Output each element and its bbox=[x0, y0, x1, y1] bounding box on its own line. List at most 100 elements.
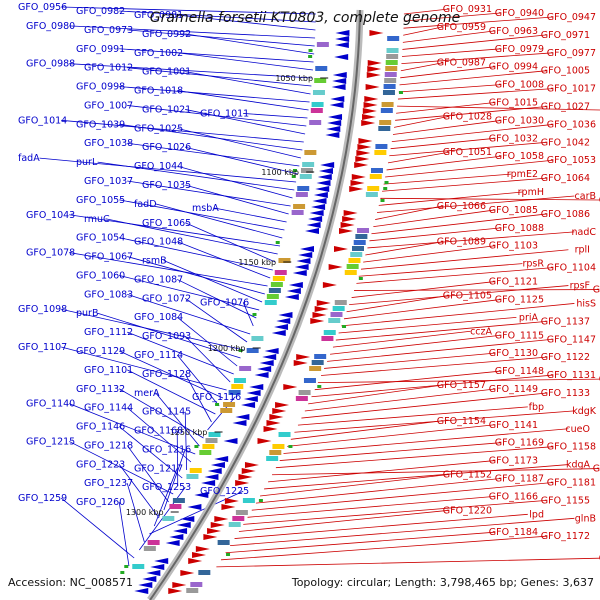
label-leader bbox=[242, 302, 254, 327]
gene-label-left: GFO_1129 bbox=[76, 346, 125, 357]
reverse-gene bbox=[241, 402, 256, 408]
forward-gene bbox=[357, 144, 372, 150]
gene-label-left: GFO_1067 bbox=[84, 252, 133, 263]
gene-label-left: GFO_1098 bbox=[18, 304, 67, 315]
label-leader bbox=[153, 468, 178, 527]
forward-gene bbox=[235, 480, 250, 486]
label-leader bbox=[275, 446, 553, 469]
cog-block bbox=[172, 498, 185, 503]
gene-labels: GFO_0956 GFO_0982 GFO_0981 GFO_0980 GFO_0973… bbox=[18, 2, 600, 564]
cog-block bbox=[239, 366, 252, 371]
label-leader bbox=[304, 388, 495, 412]
rna-mark bbox=[398, 91, 403, 94]
gene-label-left: GFO_1021 bbox=[142, 104, 191, 115]
label-leader bbox=[119, 10, 316, 23]
label-leader bbox=[185, 146, 298, 175]
cog-block bbox=[147, 540, 160, 545]
gene-label-left: fadD bbox=[134, 199, 157, 210]
gene-label-left: GFO_1084 bbox=[134, 312, 183, 323]
cog-block bbox=[132, 564, 145, 569]
label-leader bbox=[61, 6, 316, 15]
cog-block bbox=[223, 402, 236, 407]
gene-label-left: GFO_1054 bbox=[76, 233, 125, 244]
cog-block bbox=[369, 174, 382, 179]
cog-block bbox=[228, 390, 241, 395]
gene-label-right: GFO_1051 bbox=[443, 147, 492, 158]
gene-label-right: GFO_1150 bbox=[593, 464, 600, 475]
cog-block bbox=[274, 270, 287, 275]
reverse-gene bbox=[169, 534, 184, 540]
forward-gene bbox=[362, 108, 377, 114]
label-leader bbox=[255, 478, 501, 504]
cog-block bbox=[295, 192, 308, 197]
forward-gene bbox=[293, 360, 308, 366]
reverse-gene bbox=[276, 318, 291, 324]
gene-label-right: GFO_1005 bbox=[541, 66, 590, 77]
label-leader bbox=[119, 237, 273, 271]
kbp-tick-label: 1300 kbp bbox=[126, 508, 164, 517]
backbone-arc-shadow bbox=[147, 9, 364, 600]
forward-gene bbox=[369, 30, 384, 36]
gene-label-left: GFO_1237 bbox=[84, 478, 133, 489]
gene-label-left: GFO_0992 bbox=[142, 29, 191, 40]
rna-mark bbox=[194, 445, 199, 448]
label-leader bbox=[387, 151, 449, 164]
gene-label-right: GFO_1027 bbox=[541, 102, 590, 113]
reverse-gene bbox=[176, 522, 191, 528]
label-leader bbox=[243, 113, 308, 119]
gene-label-left: GFO_1076 bbox=[200, 297, 249, 308]
cog-block bbox=[350, 252, 363, 257]
label-leader bbox=[346, 295, 449, 313]
gene-label-left: GFO_1107 bbox=[18, 342, 67, 353]
cog-block bbox=[315, 66, 328, 71]
gene-label-right: GFO_1159 bbox=[599, 553, 600, 564]
label-leader bbox=[216, 557, 600, 568]
gene-label-right: cczA bbox=[470, 326, 492, 337]
gene-label-left: GFO_0956 bbox=[18, 2, 67, 13]
reverse-gene bbox=[257, 366, 272, 372]
cog-block bbox=[357, 228, 370, 233]
cog-block bbox=[385, 66, 398, 71]
label-leader bbox=[185, 184, 289, 215]
rna-mark bbox=[288, 445, 293, 448]
forward-gene bbox=[241, 468, 256, 474]
label-leader bbox=[311, 374, 553, 398]
cog-block bbox=[205, 438, 218, 443]
cog-block bbox=[298, 390, 311, 395]
label-leader bbox=[386, 155, 501, 171]
cog-block bbox=[367, 186, 380, 191]
gene-label-right: GFO_1137 bbox=[541, 316, 590, 327]
forward-gene bbox=[365, 84, 380, 90]
label-leader bbox=[369, 227, 501, 242]
label-leader bbox=[127, 67, 312, 87]
cog-block bbox=[310, 108, 323, 113]
label-leader bbox=[349, 285, 569, 306]
label-leader bbox=[351, 281, 495, 298]
gene-label-right: GFO_1131 bbox=[547, 370, 596, 381]
gene-label-left: GFO_1035 bbox=[142, 180, 191, 191]
reverse-gene bbox=[306, 222, 321, 228]
reverse-gene bbox=[330, 96, 345, 102]
rna-mark bbox=[124, 565, 129, 568]
forward-gene bbox=[358, 138, 373, 144]
gene-label-left: GFO_1144 bbox=[84, 403, 133, 414]
gene-label-right: GFO_1157 bbox=[437, 380, 486, 391]
gene-label-left: GFO_1168 bbox=[134, 426, 183, 437]
label-leader bbox=[401, 52, 553, 65]
gene-label-left: GFO_0973 bbox=[84, 25, 133, 36]
reverse-gene bbox=[246, 390, 261, 396]
cog-block bbox=[293, 204, 306, 209]
label-leader bbox=[308, 384, 443, 405]
label-leader bbox=[155, 203, 283, 239]
reverse-gene bbox=[317, 174, 332, 180]
cog-block bbox=[295, 396, 308, 401]
reverse-gene bbox=[335, 36, 350, 42]
cog-block bbox=[312, 90, 325, 95]
reverse-gene bbox=[259, 360, 274, 366]
cog-block bbox=[386, 48, 399, 53]
cog-block bbox=[355, 234, 368, 239]
gene-label-left: GFO_1001 bbox=[142, 67, 191, 78]
label-leader bbox=[185, 33, 315, 55]
forward-gene bbox=[350, 180, 365, 186]
